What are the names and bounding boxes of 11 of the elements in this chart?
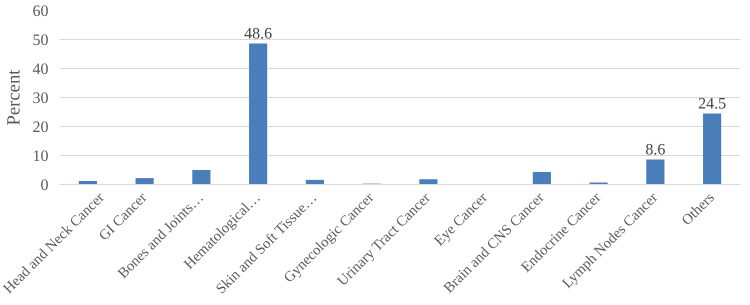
y-tick-label: 20 (32, 119, 48, 136)
y-tick-label: 0 (40, 177, 48, 194)
y-tick-label: 30 (32, 90, 48, 107)
y-axis-title: Percent (4, 68, 24, 126)
y-tick-label: 50 (32, 32, 48, 49)
data-label: 48.6 (244, 26, 272, 43)
y-tick-label: 60 (32, 3, 48, 20)
y-tick-label: 10 (32, 148, 48, 165)
data-label: 8.6 (645, 142, 666, 159)
data-label: 24.5 (698, 95, 726, 112)
y-tick-label: 40 (32, 61, 48, 78)
